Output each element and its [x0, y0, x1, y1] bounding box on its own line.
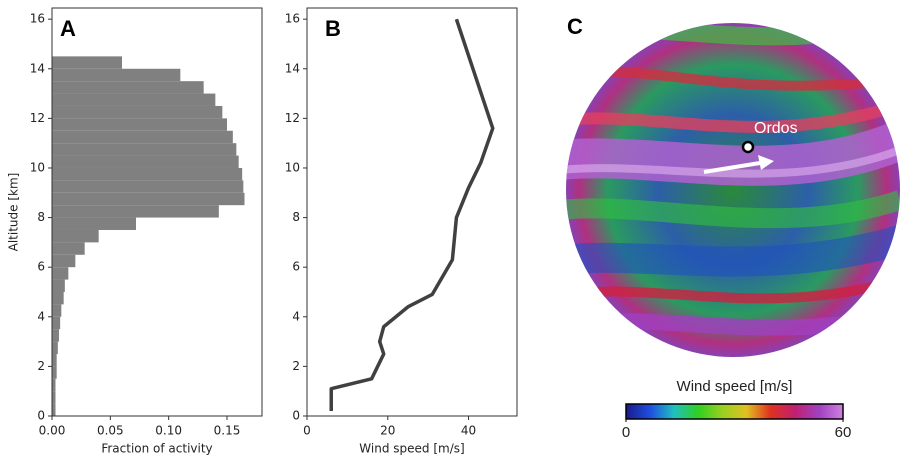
x-tick-label: 0.00 — [39, 424, 66, 438]
y-tick-label: 2 — [37, 359, 45, 373]
panel-label: B — [325, 16, 341, 41]
histogram-bar — [52, 316, 61, 330]
histogram-bar — [52, 167, 243, 181]
histogram-bar — [52, 56, 122, 69]
axes-frame — [51, 7, 263, 417]
y-tick-label: 8 — [37, 210, 45, 224]
y-tick-label: 0 — [292, 409, 300, 423]
y-tick-label: 6 — [37, 260, 45, 274]
histogram-bar — [52, 229, 99, 243]
x-tick-label: 0.10 — [155, 424, 182, 438]
histogram-bar — [52, 242, 85, 255]
panel-label: A — [60, 16, 76, 41]
colorbar-tick-label: 60 — [835, 424, 852, 441]
x-axis-label: Wind speed [m/s] — [359, 442, 464, 456]
histogram-bar — [52, 105, 223, 119]
panel-label: C — [567, 14, 583, 39]
y-tick-label: 4 — [37, 309, 45, 323]
x-tick-label: 40 — [461, 424, 476, 438]
y-tick-label: 14 — [30, 61, 45, 75]
x-tick-label: 0.05 — [97, 424, 124, 438]
globe — [566, 23, 900, 357]
wind-arrow-head — [758, 155, 774, 170]
x-tick-label: 0.15 — [214, 424, 241, 438]
histogram-bar — [52, 366, 57, 379]
ordos-marker — [741, 140, 755, 154]
x-axis-label: Fraction of activity — [101, 442, 212, 456]
x-tick-label: 0 — [303, 424, 311, 438]
colorbar-tick-label: 0 — [622, 424, 630, 441]
histogram-bar — [52, 205, 219, 218]
colorbar — [625, 403, 844, 420]
histogram-bar — [52, 180, 244, 193]
histogram-bar — [52, 353, 57, 367]
histogram-bar — [52, 403, 56, 416]
histogram-bar — [52, 378, 56, 392]
histogram-bar — [52, 81, 204, 94]
histogram-bar — [52, 155, 239, 168]
histogram-bar — [52, 68, 181, 82]
profile-line — [329, 18, 495, 412]
histogram-bar — [52, 341, 58, 354]
histogram-bar — [52, 304, 62, 317]
annotation: Ordos — [754, 120, 798, 137]
y-tick-label: 4 — [292, 309, 300, 323]
histogram-bar — [52, 192, 245, 206]
y-tick-label: 10 — [285, 160, 300, 174]
histogram-bar — [52, 143, 237, 156]
histogram-bar — [52, 391, 56, 404]
y-tick-label: 10 — [30, 160, 45, 174]
histogram-bar — [52, 130, 233, 144]
y-tick-label: 16 — [285, 12, 300, 26]
histogram-bar — [52, 329, 59, 342]
y-tick-label: 12 — [30, 111, 45, 125]
y-tick-label: 12 — [285, 111, 300, 125]
histogram-bar — [52, 93, 216, 106]
wind-arrow — [703, 161, 761, 174]
histogram-bar — [52, 267, 69, 280]
histogram-bar — [52, 217, 136, 230]
colorbar-label: Wind speed [m/s] — [677, 378, 793, 395]
axes-frame — [306, 7, 518, 417]
y-tick-label: 14 — [285, 61, 300, 75]
histogram-bar — [52, 279, 65, 292]
y-tick-label: 2 — [292, 359, 300, 373]
histogram-bar — [52, 291, 64, 305]
histogram-bar — [52, 118, 227, 131]
y-tick-label: 6 — [292, 260, 300, 274]
histogram-bar — [52, 254, 76, 268]
y-tick-label: 8 — [292, 210, 300, 224]
y-axis-label: Altitude [km] — [7, 173, 21, 252]
x-tick-label: 20 — [380, 424, 395, 438]
y-tick-label: 16 — [30, 12, 45, 26]
y-tick-label: 0 — [37, 409, 45, 423]
